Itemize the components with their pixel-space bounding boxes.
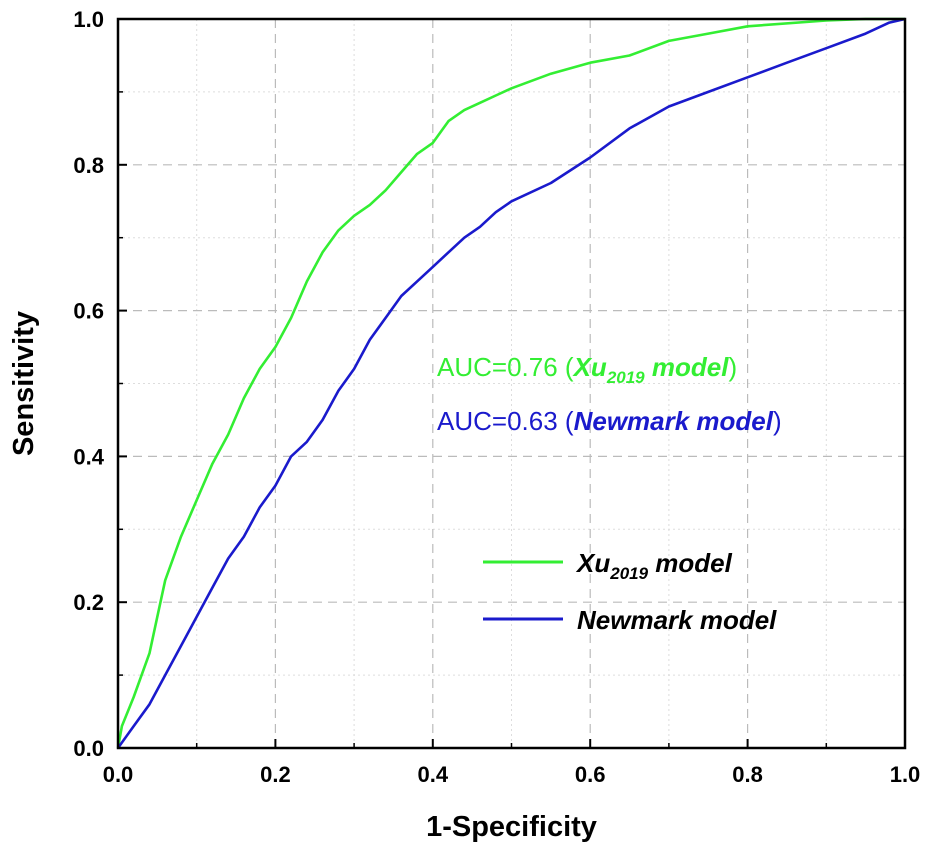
legend-label-main: Xu [575,548,610,578]
x-tick-label: 1.0 [890,762,921,787]
series-line-xu2019 [116,17,905,749]
legend-label-tail: model [648,548,733,578]
auc-model-main: Newmark model [574,406,774,436]
plot-frame [116,17,907,750]
y-tick-label: 0.4 [73,444,104,469]
auc-model-main: Xu [572,352,607,382]
legend-label-sub: 2019 [609,564,648,583]
y-tick-label: 0.6 [73,299,104,324]
x-tick-label: 0.8 [732,762,763,787]
legend-label-xu2019: Xu2019 model [575,548,733,583]
auc-prefix: AUC=0.76 ( [437,352,574,382]
legend-label-main: Newmark model [577,605,777,635]
axis-ticks: 0.0 0.2 0.4 0.6 0.8 1.0 0.0 0.2 0.4 0.6 0.8 1.0 [73,7,920,787]
auc-model-tail: model [645,352,730,382]
auc-suffix: ) [773,406,782,436]
y-tick-label: 0.0 [73,736,104,761]
y-tick-label: 0.2 [73,590,104,615]
x-tick-label: 0.6 [575,762,606,787]
y-tick-label: 1.0 [73,7,104,32]
x-tick-label: 0.4 [418,762,449,787]
x-tick-label: 0.2 [260,762,291,787]
y-axis-label: Sensitivity [8,311,40,456]
auc-prefix: AUC=0.63 ( [437,406,574,436]
series-line-newmark [116,17,906,749]
auc-annotation-newmark: AUC=0.63 (Newmark model) [437,406,782,436]
series-layer [116,17,906,749]
legend-label-newmark: Newmark model [577,605,777,635]
y-tick-label: 0.8 [73,153,104,178]
auc-annotation-xu2019: AUC=0.76 (Xu2019 model) [437,352,737,387]
auc-model-sub: 2019 [606,368,645,387]
legend: Xu2019 model Newmark model [483,548,777,635]
x-axis-label: 1-Specificity [426,811,597,843]
auc-suffix: ) [728,352,737,382]
grid [118,19,905,748]
x-tick-label: 0.0 [103,762,134,787]
